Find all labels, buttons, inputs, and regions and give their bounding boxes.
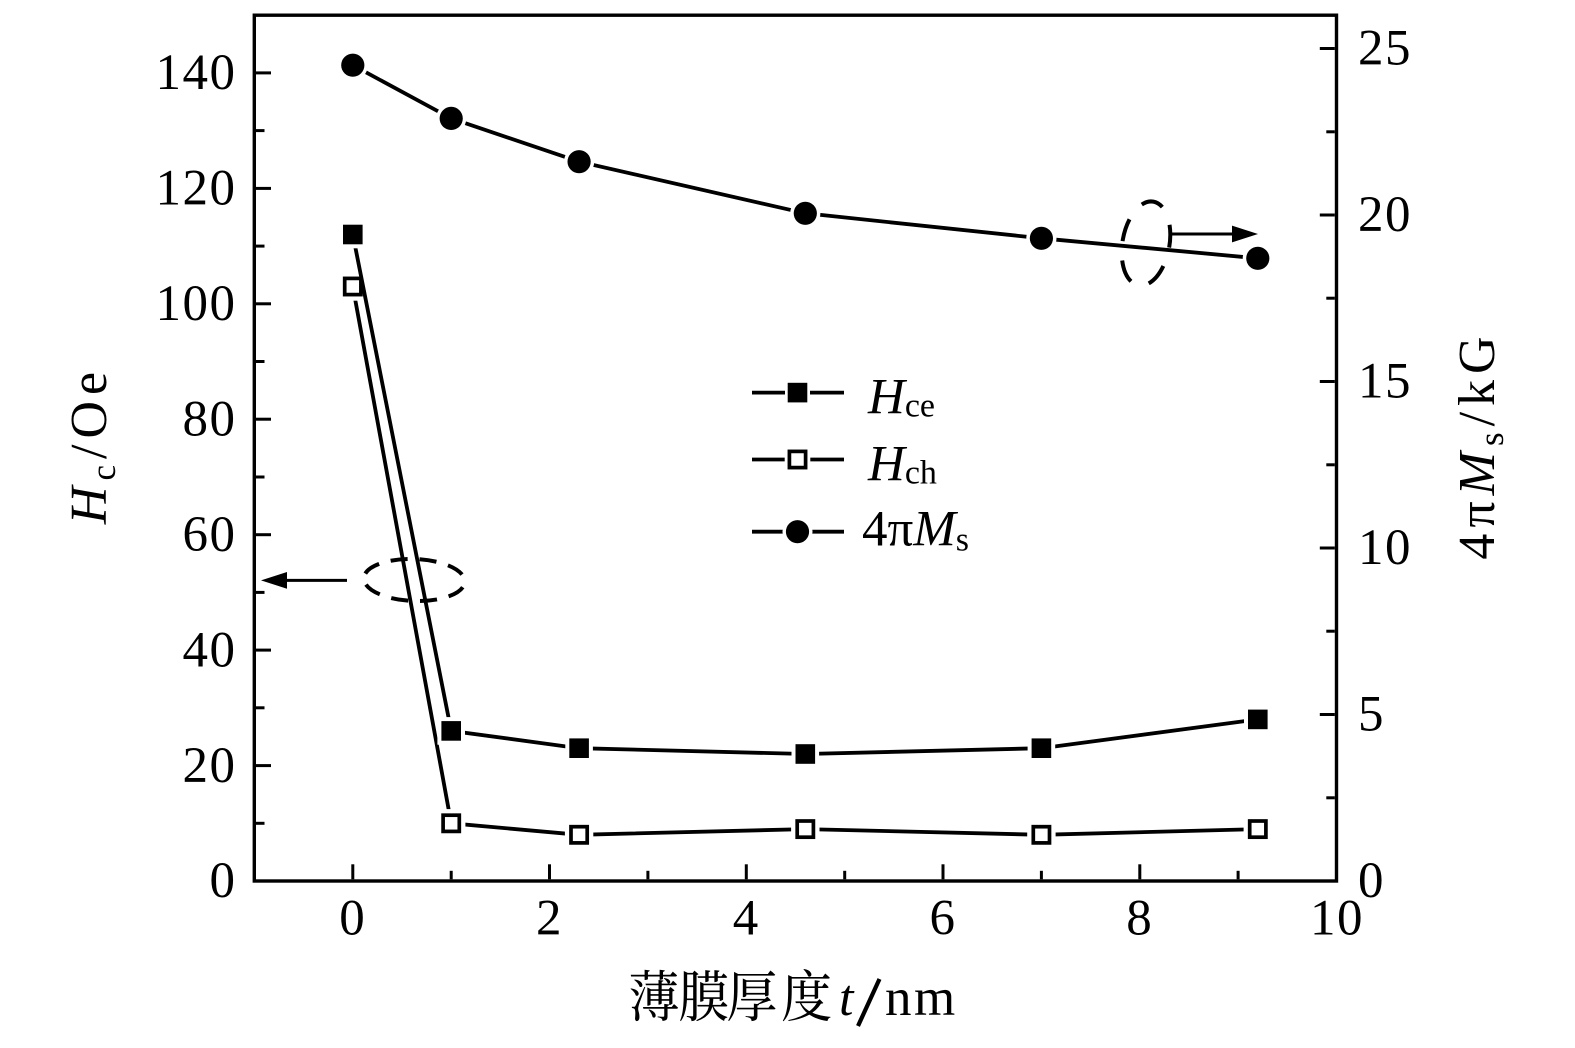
svg-text:15: 15 (1358, 354, 1412, 410)
svg-text:Hce: Hce (867, 370, 935, 426)
svg-text:40: 40 (183, 622, 237, 678)
svg-text:0: 0 (1358, 853, 1385, 909)
svg-text:25: 25 (1358, 21, 1412, 77)
svg-text:100: 100 (156, 276, 237, 332)
svg-text:10: 10 (1310, 891, 1364, 947)
svg-text:4πMs: 4πMs (862, 502, 969, 559)
svg-text:20: 20 (1358, 187, 1412, 243)
svg-text:140: 140 (156, 45, 237, 101)
svg-text:4: 4 (733, 891, 760, 947)
svg-text:Hc/Oe: Hc/Oe (61, 366, 123, 525)
svg-text:5: 5 (1358, 687, 1385, 743)
svg-text:nm: nm (885, 969, 958, 1027)
svg-text:80: 80 (183, 391, 237, 447)
svg-text:20: 20 (183, 738, 237, 794)
svg-text:0: 0 (339, 891, 366, 947)
svg-text:t: t (839, 970, 855, 1027)
svg-text:2: 2 (536, 891, 563, 947)
svg-text:60: 60 (183, 507, 237, 563)
svg-text:0: 0 (210, 853, 237, 909)
svg-text:6: 6 (930, 891, 957, 947)
svg-text:8: 8 (1126, 891, 1153, 947)
svg-text:10: 10 (1358, 520, 1412, 576)
svg-text:120: 120 (156, 161, 237, 217)
